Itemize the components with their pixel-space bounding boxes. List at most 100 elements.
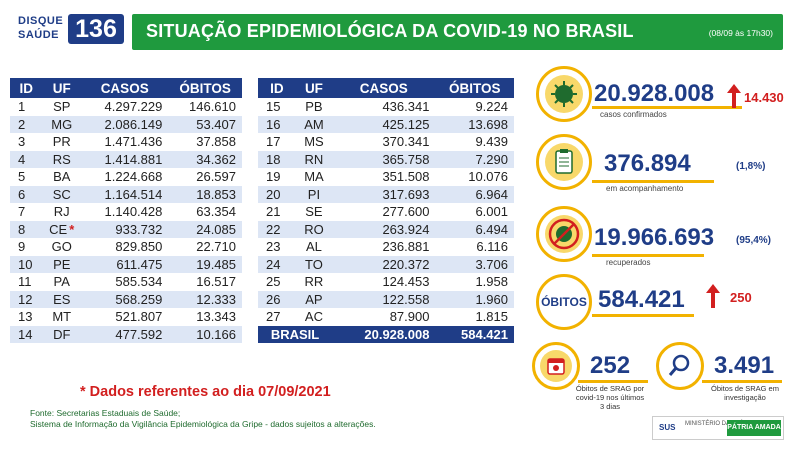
cell-casos: 220.372 — [332, 255, 436, 273]
table-row: 14 DF 477.592 10.166 — [10, 325, 242, 343]
total-label: BRASIL — [258, 325, 333, 343]
srag-deaths-value: 252 — [590, 352, 631, 379]
cell-id: 2 — [10, 115, 43, 133]
col-header-id: ID — [10, 78, 43, 98]
table-row: 19 MA 351.508 10.076 — [258, 168, 514, 186]
table-row: 6 SC 1.164.514 18.853 — [10, 185, 242, 203]
cell-obitos: 19.485 — [168, 255, 242, 273]
cell-id: 15 — [266, 99, 281, 115]
cell-uf: DF — [42, 325, 82, 343]
logo-number: 136 — [68, 14, 124, 44]
col-header-uf: UF — [42, 78, 82, 98]
cell-id: 12 — [10, 290, 43, 308]
cell-uf: CE * — [42, 220, 82, 238]
cell-id: 19 — [266, 169, 281, 185]
states-table-right: ID UF CASOS ÓBITOS 15 PB 436.341 9.224 16 AM 4… — [258, 78, 514, 343]
cell-casos: 2.086.149 — [81, 115, 169, 133]
cell-obitos: 12.333 — [168, 290, 242, 308]
total-row: BRASIL 20.928.008 584.421 — [258, 325, 514, 343]
confirmed-increase: 14.430 — [744, 90, 784, 105]
cell-obitos: 1.815 — [475, 309, 508, 325]
table-row: 16 AM 425.125 13.698 — [258, 115, 514, 133]
srag-investigation-label-2: investigação — [724, 393, 766, 402]
cell-uf: RN — [295, 150, 333, 168]
virus-icon — [545, 75, 583, 113]
cell-obitos: 24.085 — [168, 220, 242, 238]
srag-investigation-badge — [656, 342, 704, 390]
confirmed-cases-badge — [536, 66, 592, 122]
table-row: 15 PB 436.341 9.224 — [258, 98, 514, 116]
recovered-value: 19.966.693 — [594, 224, 715, 251]
cell-obitos: 18.853 — [168, 185, 242, 203]
data-reference-note: * Dados referentes ao dia 07/09/2021 — [80, 384, 331, 400]
cell-id: 26 — [258, 290, 296, 308]
table-row: 8 CE * 933.732 24.085 — [10, 220, 242, 238]
cell-obitos: 6.494 — [435, 220, 514, 238]
cell-casos: 1.140.428 — [104, 204, 163, 220]
table-row: 26 AP 122.558 1.960 — [258, 290, 514, 308]
cell-obitos: 10.076 — [468, 169, 508, 185]
cell-id: 27 — [266, 309, 281, 325]
cell-obitos: 1.960 — [435, 290, 514, 308]
table-row: 17 MS 370.341 9.439 — [258, 133, 514, 151]
col-header-id: ID — [258, 78, 296, 98]
cell-uf: AP — [295, 290, 333, 308]
cell-uf: MA — [304, 169, 324, 185]
cell-obitos: 3.706 — [435, 255, 514, 273]
cell-casos: 1.471.436 — [104, 134, 163, 150]
cell-uf: SP — [53, 99, 71, 115]
cell-obitos: 7.290 — [435, 150, 514, 168]
cell-id: 14 — [10, 325, 43, 343]
col-header-uf: UF — [295, 78, 333, 98]
table-row: 22 RO 263.924 6.494 — [258, 220, 514, 238]
cell-casos: 436.341 — [382, 99, 430, 115]
cell-id: 4 — [10, 150, 43, 168]
clipboard-icon — [545, 143, 583, 181]
srag-investigation-value: 3.491 — [714, 352, 775, 379]
magnifier-icon — [664, 350, 696, 382]
cell-id: 6 — [10, 185, 43, 203]
cell-id: 13 — [18, 309, 33, 325]
cell-uf: PE — [42, 255, 82, 273]
cell-casos: 425.125 — [332, 115, 436, 133]
recovered-virus-icon — [545, 215, 583, 253]
col-header-casos: CASOS — [81, 78, 169, 98]
monitoring-pct: (1,8%) — [736, 161, 766, 172]
cell-uf: SC — [42, 185, 82, 203]
cell-uf: RS — [42, 150, 82, 168]
cell-casos: 1.224.668 — [104, 169, 163, 185]
cell-casos: 277.600 — [382, 204, 430, 220]
total-obitos: 584.421 — [435, 325, 514, 343]
cell-casos: 829.850 — [115, 239, 163, 255]
table-header-row: ID UF CASOS ÓBITOS — [258, 78, 514, 98]
cell-uf: PI — [295, 185, 333, 203]
update-timestamp: (08/09 às 17h30) — [708, 28, 773, 38]
cell-obitos: 9.439 — [475, 134, 508, 150]
cell-uf: RR — [304, 274, 324, 290]
cell-casos: 1.414.881 — [81, 150, 169, 168]
col-header-obitos: ÓBITOS — [168, 78, 242, 98]
table-row: 9 GO 829.850 22.710 — [10, 238, 242, 256]
table-row: 12 ES 568.259 12.333 — [10, 290, 242, 308]
cell-uf: RJ — [53, 204, 70, 220]
col-header-casos: CASOS — [332, 78, 436, 98]
cell-uf: AC — [304, 309, 323, 325]
cell-id: 7 — [18, 204, 26, 220]
table-row: 23 AL 236.881 6.116 — [258, 238, 514, 256]
cell-obitos: 26.597 — [196, 169, 236, 185]
table-row: 5 BA 1.224.668 26.597 — [10, 168, 242, 186]
table-row: 4 RS 1.414.881 34.362 — [10, 150, 242, 168]
srag-investigation-label-1: Óbitos de SRAG em — [711, 384, 779, 393]
cell-id: 3 — [18, 134, 26, 150]
cell-id: 20 — [258, 185, 296, 203]
cell-obitos: 6.964 — [435, 185, 514, 203]
recovered-label: recuperados — [606, 258, 651, 267]
monitoring-divider — [592, 180, 714, 183]
cell-casos: 585.534 — [115, 274, 163, 290]
cell-obitos: 53.407 — [168, 115, 242, 133]
cell-casos: 4.297.229 — [104, 99, 163, 115]
deaths-value: 584.421 — [598, 286, 685, 313]
cell-id: 10 — [10, 255, 43, 273]
cell-obitos: 63.354 — [196, 204, 236, 220]
cell-uf: GO — [51, 239, 72, 255]
